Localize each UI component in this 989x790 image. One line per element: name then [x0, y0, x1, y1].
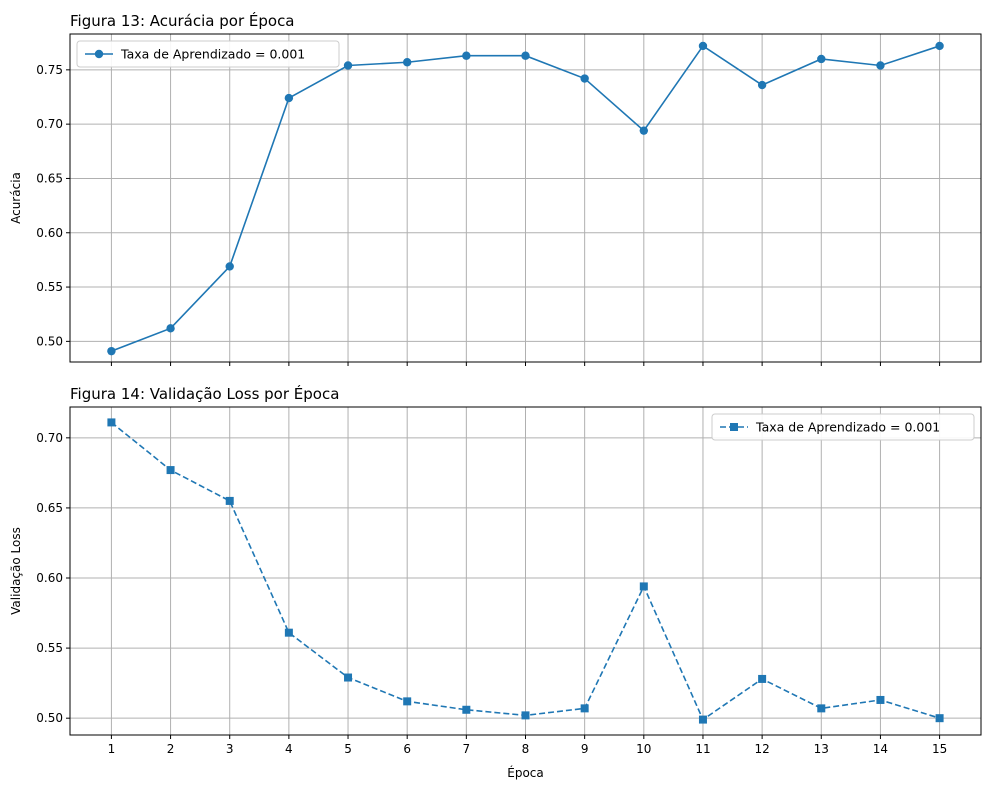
data-point [876, 61, 885, 70]
y-axis-label: Validação Loss [9, 527, 23, 615]
data-point [166, 466, 175, 475]
data-point [462, 51, 471, 60]
x-tick-label: 13 [814, 742, 829, 756]
data-point [935, 714, 944, 723]
x-tick-label: 14 [873, 742, 888, 756]
x-tick-label: 15 [932, 742, 947, 756]
data-point [107, 418, 116, 427]
legend: Taxa de Aprendizado = 0.001 [76, 40, 340, 68]
data-point [639, 126, 649, 135]
x-tick-label: 6 [403, 742, 411, 756]
chart-title: Figura 13: Acurácia por Época [70, 11, 295, 30]
legend: Taxa de Aprendizado = 0.001 [711, 413, 975, 441]
data-point [757, 80, 767, 90]
x-axis-label: Época [507, 765, 544, 780]
data-point [403, 697, 412, 706]
data-point [344, 673, 353, 682]
legend-box [76, 40, 340, 68]
axes-frame [69, 33, 982, 363]
data-point [817, 704, 826, 713]
y-tick-label: 0.50 [36, 334, 63, 348]
y-tick-label: 0.70 [36, 117, 63, 131]
y-tick-label: 0.50 [36, 711, 63, 725]
legend-marker [730, 423, 738, 431]
data-point [521, 51, 530, 60]
legend-marker [94, 49, 104, 59]
data-point [225, 262, 234, 271]
data-point [521, 711, 530, 720]
x-tick-label: 1 [108, 742, 116, 756]
data-point [107, 346, 116, 356]
data-point [876, 695, 885, 704]
data-point [698, 41, 708, 51]
y-tick-label: 0.55 [36, 641, 63, 655]
data-point [166, 324, 175, 333]
data-point [343, 61, 353, 70]
data-point [580, 74, 589, 83]
x-tick-label: 2 [167, 742, 175, 756]
x-tick-label: 10 [636, 742, 651, 756]
x-tick-label: 8 [522, 742, 530, 756]
data-point [935, 41, 944, 51]
chart-validation-loss: 0.500.550.600.650.701 2 3 4 5 6 7 8 9 10 11 12 13 14 1… [9, 384, 982, 780]
y-tick-label: 0.65 [36, 501, 63, 515]
grid [70, 407, 981, 735]
y-tick-label: 0.75 [36, 63, 63, 77]
x-tick-label: 9 [581, 742, 589, 756]
y-axis-label: Acurácia [9, 172, 23, 224]
data-point [698, 715, 707, 724]
legend-label: Taxa de Aprendizado = 0.001 [755, 420, 940, 435]
data-point [817, 54, 826, 64]
data-point [225, 496, 234, 505]
legend-label: Taxa de Aprendizado = 0.001 [120, 47, 305, 62]
x-tick-label: 7 [463, 742, 471, 756]
data-point [284, 628, 293, 637]
chart-title: Figura 14: Validação Loss por Época [70, 384, 339, 403]
grid [70, 34, 981, 362]
data-point [284, 93, 294, 103]
data-point [758, 674, 767, 683]
data-point [580, 704, 589, 713]
data-point [639, 582, 648, 591]
x-tick-label: 4 [285, 742, 293, 756]
x-tick-label: 11 [695, 742, 710, 756]
y-tick-label: 0.65 [36, 171, 63, 185]
x-tick-label: 5 [344, 742, 352, 756]
y-tick-label: 0.55 [36, 280, 63, 294]
x-tick-label: 12 [754, 742, 769, 756]
axes-frame [69, 406, 982, 736]
y-tick-label: 0.60 [36, 226, 63, 240]
data-point [402, 58, 412, 67]
legend-box [711, 413, 975, 441]
y-tick-label: 0.60 [36, 571, 63, 585]
data-point [462, 705, 471, 714]
x-tick-label: 3 [226, 742, 234, 756]
y-tick-label: 0.70 [36, 431, 63, 445]
chart-accuracy: 0.50 0.55 0.60 0.65 0.70 0.75 Figura 13: Acurá… [9, 11, 982, 366]
